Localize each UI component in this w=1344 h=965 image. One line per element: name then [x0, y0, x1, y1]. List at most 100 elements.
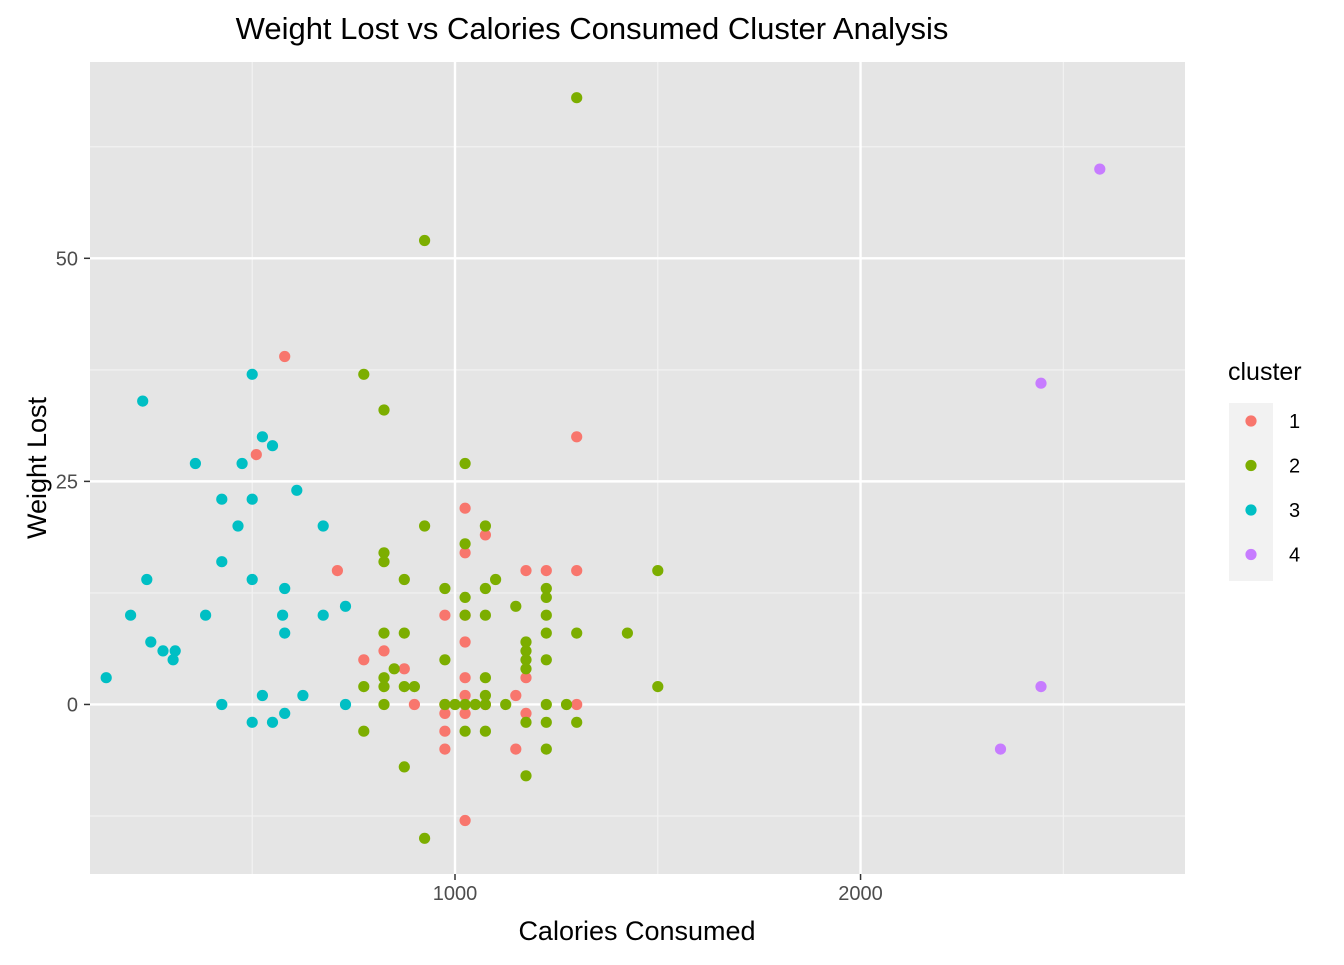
data-point-cluster-2 — [398, 627, 410, 639]
data-point-cluster-2 — [459, 609, 471, 621]
data-point-cluster-3 — [317, 609, 329, 621]
data-point-cluster-2 — [571, 627, 583, 639]
data-point-cluster-2 — [439, 654, 451, 666]
data-point-cluster-1 — [571, 431, 583, 443]
data-point-cluster-3 — [291, 484, 303, 496]
data-point-cluster-2 — [479, 582, 491, 595]
data-points — [100, 92, 1106, 844]
data-point-cluster-1 — [439, 609, 451, 621]
data-point-cluster-3 — [246, 573, 258, 586]
data-point-cluster-1 — [510, 743, 522, 755]
data-point-cluster-3 — [256, 689, 268, 702]
data-point-cluster-2 — [540, 582, 552, 595]
data-point-cluster-3 — [125, 609, 137, 621]
plot-panel — [90, 62, 1185, 874]
data-point-cluster-1 — [358, 654, 370, 666]
data-point-cluster-3 — [157, 645, 169, 657]
data-point-cluster-3 — [200, 609, 212, 621]
x-axis-title: Calories Consumed — [518, 916, 755, 946]
data-point-cluster-3 — [141, 573, 153, 586]
data-point-cluster-4 — [1035, 377, 1047, 389]
major-gridlines — [90, 62, 1185, 874]
data-point-cluster-1 — [510, 689, 522, 702]
data-point-cluster-1 — [459, 636, 471, 648]
data-point-cluster-2 — [439, 698, 451, 711]
legend-key-cluster-4 — [1245, 548, 1257, 561]
data-point-cluster-3 — [277, 609, 289, 621]
data-point-cluster-2 — [459, 698, 471, 711]
data-point-cluster-2 — [378, 681, 390, 693]
data-point-cluster-2 — [398, 681, 410, 693]
data-point-cluster-2 — [520, 663, 532, 675]
data-point-cluster-2 — [652, 565, 664, 577]
data-point-cluster-3 — [266, 440, 279, 452]
data-point-cluster-1 — [331, 565, 343, 577]
y-axis-title: Weight Lost — [22, 396, 52, 539]
legend-items: 1 2 3 4 — [1245, 411, 1300, 567]
data-point-cluster-3 — [236, 457, 248, 470]
data-point-cluster-2 — [378, 672, 390, 684]
data-point-cluster-2 — [459, 591, 471, 604]
data-point-cluster-3 — [246, 716, 258, 728]
legend-key-cluster-3 — [1245, 504, 1257, 516]
legend-key-cluster-2 — [1245, 459, 1257, 472]
data-point-cluster-3 — [137, 395, 149, 407]
data-point-cluster-2 — [520, 636, 532, 648]
data-point-cluster-4 — [1035, 681, 1047, 693]
legend-label-cluster-2: 2 — [1289, 456, 1300, 478]
legend: cluster 1 2 3 4 — [1228, 358, 1302, 581]
data-point-cluster-2 — [540, 654, 552, 666]
data-point-cluster-2 — [490, 573, 502, 586]
data-point-cluster-2 — [500, 698, 512, 711]
data-point-cluster-1 — [459, 689, 471, 702]
data-point-cluster-2 — [459, 538, 471, 550]
data-point-cluster-1 — [439, 707, 451, 720]
data-point-cluster-2 — [449, 698, 461, 711]
data-point-cluster-1 — [378, 645, 390, 657]
data-point-cluster-1 — [520, 707, 532, 720]
data-point-cluster-1 — [408, 698, 420, 711]
data-point-cluster-3 — [297, 689, 309, 702]
data-point-cluster-2 — [459, 457, 471, 470]
data-point-cluster-2 — [459, 725, 471, 737]
data-point-cluster-2 — [479, 520, 491, 532]
data-point-cluster-1 — [459, 502, 471, 514]
data-point-cluster-1 — [571, 698, 583, 711]
data-point-cluster-2 — [408, 681, 420, 693]
data-point-cluster-3 — [279, 627, 291, 639]
data-point-cluster-2 — [479, 725, 491, 737]
data-point-cluster-2 — [479, 609, 491, 621]
legend-label-cluster-1: 1 — [1289, 411, 1300, 433]
x-tick-label: 1000 — [433, 883, 478, 905]
legend-label-cluster-4: 4 — [1289, 545, 1300, 567]
data-point-cluster-3 — [317, 520, 329, 532]
data-point-cluster-2 — [378, 404, 390, 416]
data-point-cluster-3 — [246, 368, 258, 380]
data-point-cluster-1 — [279, 350, 291, 363]
data-point-cluster-3 — [216, 556, 228, 568]
data-point-cluster-2 — [479, 689, 491, 702]
data-point-cluster-3 — [216, 698, 228, 711]
data-point-cluster-2 — [388, 663, 400, 675]
data-point-cluster-2 — [571, 92, 583, 104]
data-point-cluster-1 — [439, 743, 451, 755]
data-point-cluster-3 — [100, 672, 112, 684]
data-point-cluster-2 — [358, 368, 370, 380]
data-point-cluster-3 — [246, 493, 258, 505]
data-point-cluster-3 — [339, 698, 352, 711]
x-tick-label: 2000 — [838, 883, 883, 905]
data-point-cluster-2 — [652, 681, 664, 693]
data-point-cluster-2 — [439, 582, 451, 595]
data-point-cluster-3 — [279, 582, 291, 595]
y-tick-label: 50 — [56, 248, 78, 270]
data-point-cluster-2 — [621, 627, 634, 639]
legend-label-cluster-3: 3 — [1289, 500, 1300, 522]
y-tick-label: 0 — [67, 694, 78, 716]
data-point-cluster-3 — [339, 600, 352, 612]
legend-key-cluster-1 — [1245, 415, 1257, 427]
data-point-cluster-1 — [459, 547, 471, 559]
data-point-cluster-2 — [358, 725, 370, 737]
data-point-cluster-1 — [479, 529, 491, 541]
data-point-cluster-2 — [510, 600, 522, 612]
